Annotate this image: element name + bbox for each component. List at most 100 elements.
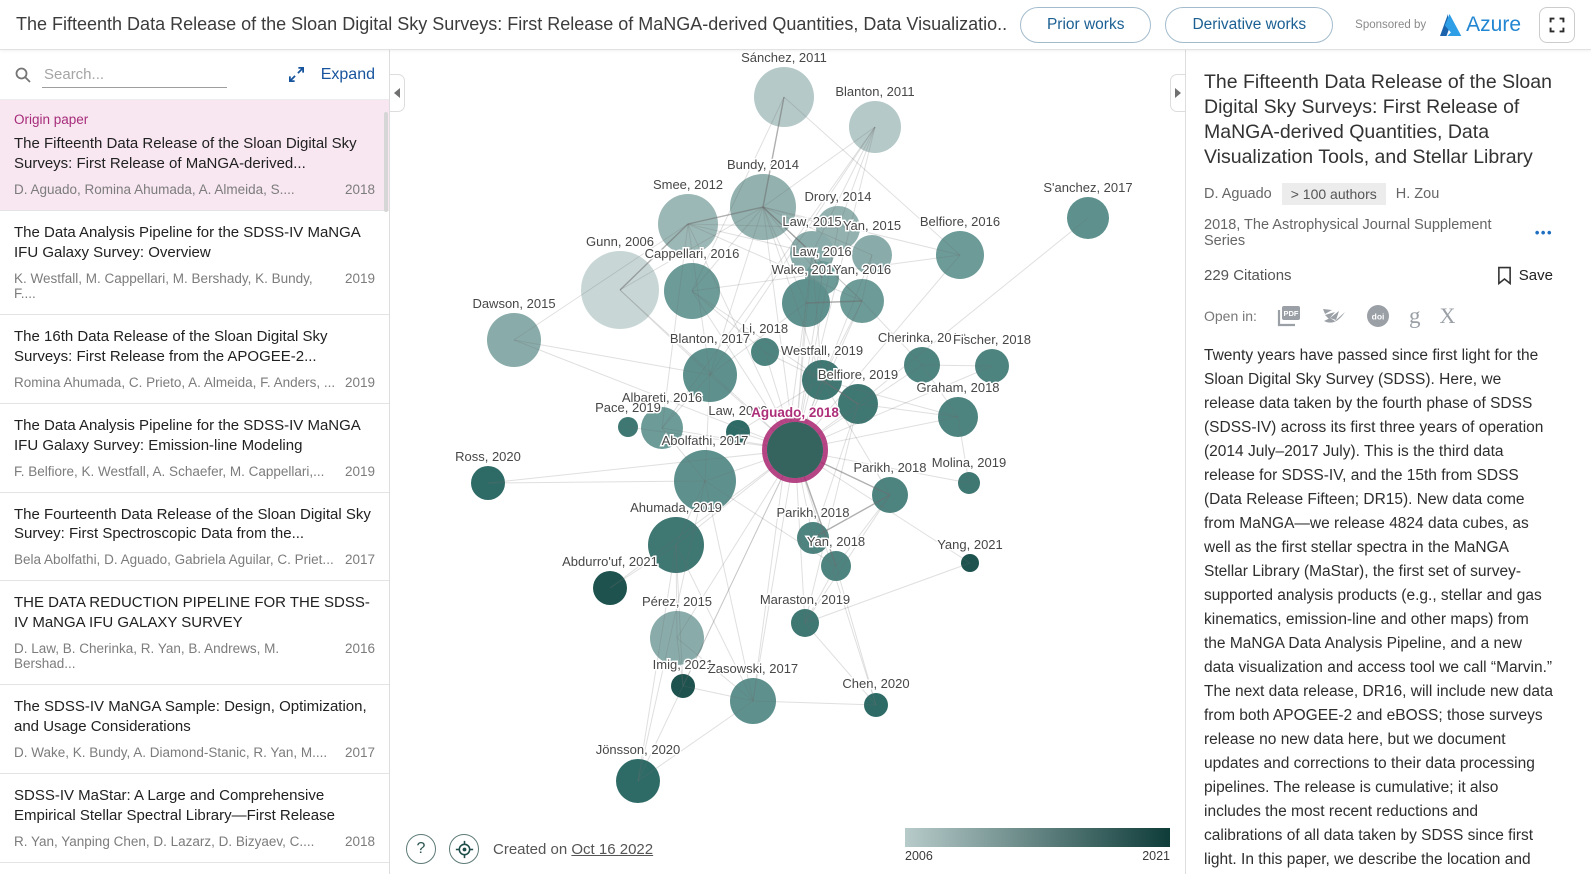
graph-node-jonsson2020[interactable] — [616, 759, 660, 803]
graph-node-label: Wake, 2017 — [772, 262, 841, 277]
graph-edge — [661, 374, 711, 429]
graph-node-chen2020[interactable] — [864, 693, 888, 717]
paper-title: SDSS-IV MaStar: A Large and Comprehensiv… — [14, 787, 335, 825]
graph-node-label: Jönsson, 2020 — [596, 742, 681, 757]
graph-node-imig2021[interactable] — [671, 674, 695, 698]
graph-node-perez2015[interactable] — [650, 611, 704, 665]
graph-edge — [691, 290, 859, 405]
graph-edge — [804, 494, 891, 624]
graph-edge — [709, 206, 764, 376]
graph-node-sanchez2017[interactable] — [1067, 197, 1109, 239]
list-item[interactable]: The Data Analysis Pipeline for the SDSS-… — [0, 404, 389, 493]
save-label: Save — [1518, 266, 1553, 284]
origin-paper-tag: Origin paper — [14, 112, 89, 127]
graph-edge — [691, 254, 961, 292]
graph-node-label: Parikh, 2018 — [854, 460, 927, 475]
graph-node-label: Belfiore, 2019 — [818, 367, 898, 382]
graph-node-label: Drory, 2014 — [805, 189, 872, 204]
list-item-origin-paper[interactable]: Origin paper The Fifteenth Data Release … — [0, 100, 389, 211]
first-author[interactable]: D. Aguado — [1204, 185, 1272, 202]
list-item[interactable]: The 16th Data Release of the Sloan Digit… — [0, 315, 389, 404]
save-button[interactable]: Save — [1497, 266, 1553, 285]
prior-works-button[interactable]: Prior works — [1019, 6, 1152, 43]
arxiv-icon[interactable]: X — [1439, 302, 1456, 328]
papers-list-panel: Expand Origin paper The Fifteenth Data R… — [0, 50, 390, 874]
graph-node-label: Bundy, 2014 — [727, 157, 799, 172]
list-scrollbar[interactable] — [384, 112, 388, 212]
graph-node-ross2020[interactable] — [471, 466, 505, 500]
graph-node-abdurrouf2021[interactable] — [593, 571, 627, 605]
graph-node-label: Gunn, 2006 — [586, 234, 654, 249]
graph-edge — [675, 480, 706, 546]
search-row: Expand — [0, 50, 389, 100]
graph-node-molina2019[interactable] — [958, 472, 980, 494]
list-item[interactable]: The Fourteenth Data Release of the Sloan… — [0, 493, 389, 582]
graph-node-label: Aguado, 2018 — [751, 405, 839, 420]
graph-edge — [794, 254, 873, 451]
pdf-icon[interactable]: PDF — [1276, 304, 1302, 328]
graph-node-label: Blanton, 2017 — [670, 331, 750, 346]
graph-edge — [704, 374, 711, 482]
more-options-icon[interactable]: ••• — [1534, 225, 1553, 241]
list-item[interactable]: THE DATA REDUCTION PIPELINE FOR THE SDSS… — [0, 581, 389, 686]
graph-edge — [752, 302, 807, 702]
open-in-row: Open in: PDF doi g — [1204, 304, 1553, 328]
doi-icon[interactable]: doi — [1366, 304, 1390, 328]
graph-edge — [675, 544, 684, 687]
paper-year: 2017 — [344, 552, 375, 568]
graph-node-albareti2016[interactable] — [641, 407, 683, 449]
graph-node-blanton2011[interactable] — [849, 101, 901, 153]
collapse-left-panel-button[interactable] — [390, 74, 405, 112]
graph-node-pace2019[interactable] — [618, 417, 638, 437]
graph-node-belfiore2016[interactable] — [936, 231, 984, 279]
graph-edge — [687, 223, 711, 376]
last-author[interactable]: H. Zou — [1395, 185, 1440, 202]
graph-node-ahumada2019[interactable] — [648, 517, 704, 573]
graph-edge — [921, 364, 959, 418]
graph-edge — [811, 252, 823, 279]
paper-title: The SDSS-IV MaNGA Sample: Design, Optimi… — [14, 698, 367, 736]
paper-authors: D. Wake, K. Bundy, A. Diamond-Stanic, R.… — [14, 745, 328, 761]
search-input[interactable] — [42, 61, 227, 88]
graph-footer: ? Created on Oct 16 2022 — [406, 834, 653, 864]
legend-gradient-bar — [905, 828, 1170, 847]
graph-node-cappellari2016[interactable] — [664, 263, 720, 319]
google-scholar-icon[interactable]: g — [1408, 303, 1421, 329]
authors-count-badge[interactable]: > 100 authors — [1281, 182, 1386, 205]
fullscreen-button[interactable] — [1539, 6, 1575, 43]
graph-node-li2018[interactable] — [751, 338, 779, 366]
graph-node-label: Law, 2020 — [708, 403, 767, 418]
resize-arrows-icon[interactable] — [288, 66, 305, 83]
graph-node-dawson2015[interactable] — [487, 313, 541, 367]
list-item[interactable]: The Data Analysis Pipeline for the SDSS-… — [0, 211, 389, 315]
paper-year: 2019 — [344, 374, 375, 390]
citation-graph-canvas[interactable]: Sánchez, 2011 Blanton, 2011 Bundy, 2014 Sme… — [390, 50, 1185, 874]
graph-node-yan2015[interactable] — [852, 235, 892, 275]
derivative-works-button[interactable]: Derivative works — [1165, 6, 1334, 43]
graph-node-maraston2019[interactable] — [791, 609, 819, 637]
expand-link[interactable]: Expand — [320, 65, 375, 83]
citations-count: 229 Citations — [1204, 266, 1292, 284]
graph-edge — [821, 300, 863, 381]
graph-edge — [762, 206, 813, 254]
graph-edge — [804, 562, 971, 624]
legend-max-year: 2021 — [1142, 849, 1170, 863]
graph-node-blanton2017[interactable] — [683, 348, 737, 402]
graph-node-abolfathi2017[interactable] — [674, 450, 736, 512]
graph-edge — [691, 290, 766, 353]
collapse-right-panel-button[interactable] — [1170, 74, 1185, 112]
graph-node-cherinka2018[interactable] — [904, 347, 940, 383]
list-item[interactable]: The SDSS-IV MaNGA Sample: Design, Optimi… — [0, 685, 389, 775]
graph-node-graham2018[interactable] — [938, 397, 978, 437]
graph-node-yang2021[interactable] — [961, 554, 979, 572]
help-button[interactable]: ? — [406, 834, 436, 864]
graph-node-fischer2018[interactable] — [975, 349, 1009, 383]
graph-node-label: Yan, 2016 — [833, 262, 891, 277]
list-item[interactable]: SDSS-IV MaStar: A Large and Comprehensiv… — [0, 774, 389, 863]
graph-node-law2020[interactable] — [726, 420, 750, 444]
recenter-button[interactable] — [449, 834, 479, 864]
graph-node-aguado2018[interactable] — [767, 422, 823, 478]
graph-edge — [709, 302, 807, 376]
semantic-scholar-icon[interactable] — [1321, 305, 1347, 327]
graph-node-zasowski2017[interactable] — [730, 678, 776, 724]
